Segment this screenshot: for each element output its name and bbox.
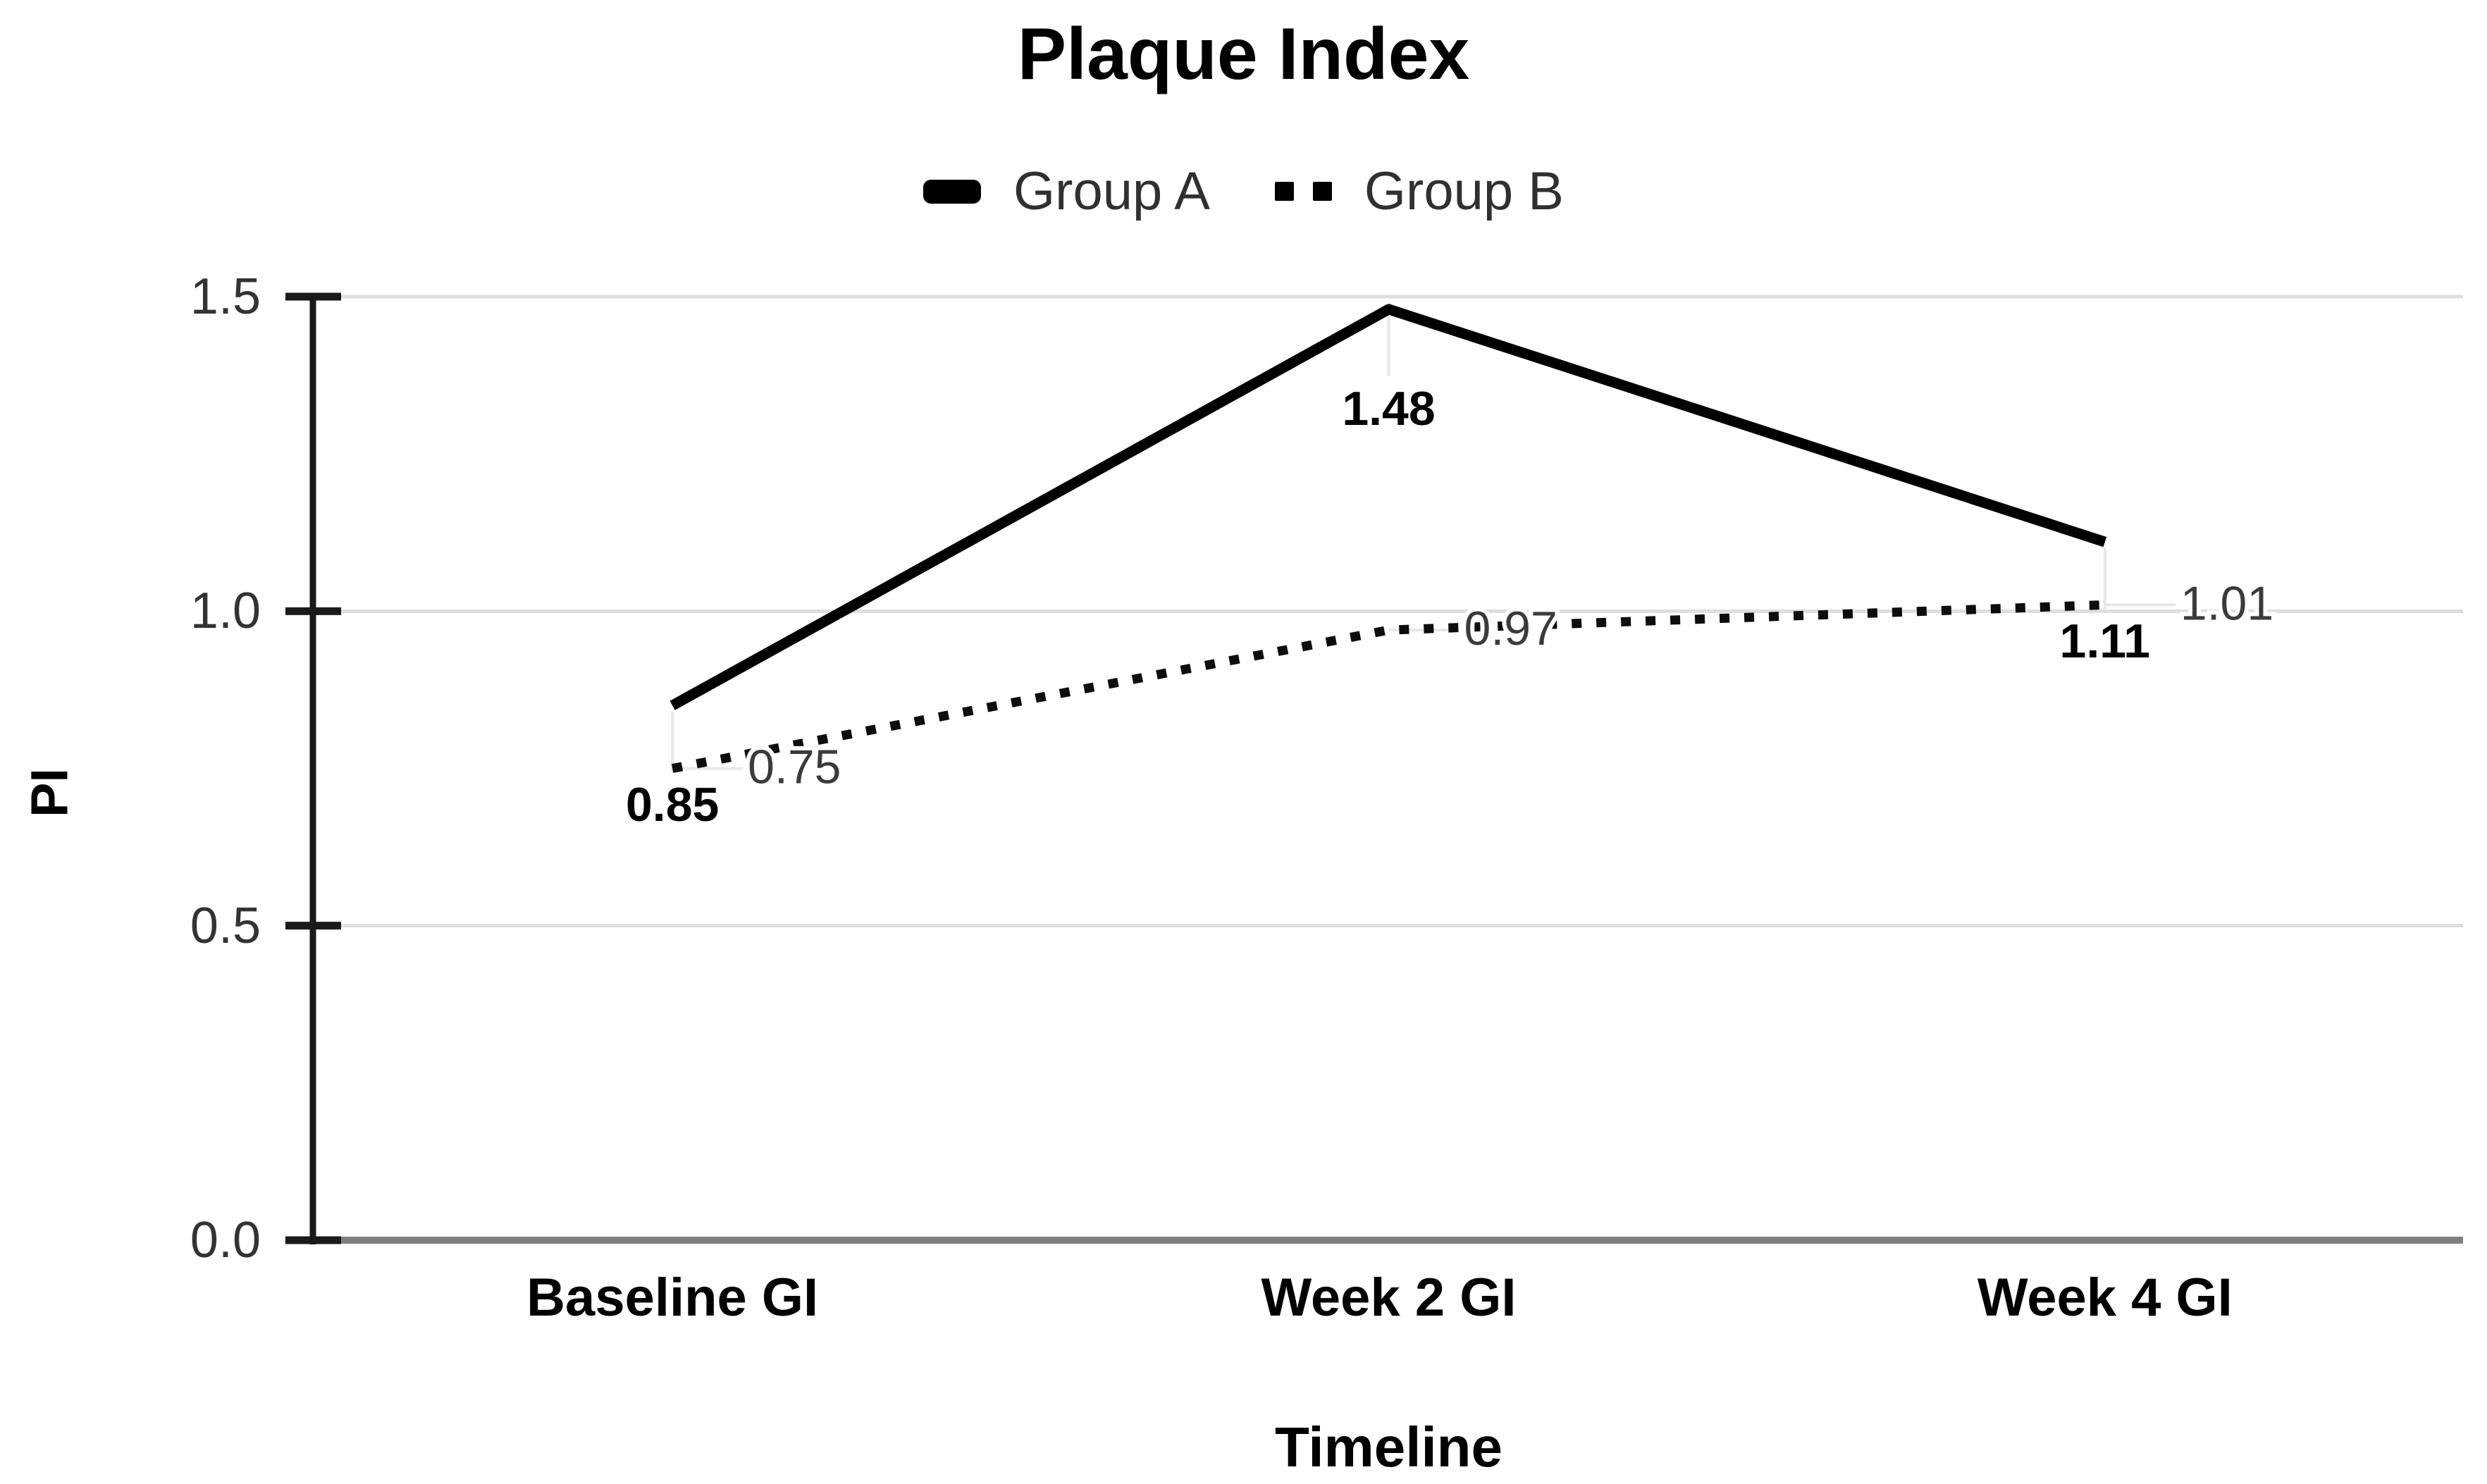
data-label-group-b: 0.75 bbox=[748, 741, 841, 794]
category-label: Week 2 GI bbox=[1261, 1268, 1517, 1328]
dotted-line-swatch-icon bbox=[1274, 181, 1332, 201]
legend-item-group-a[interactable]: Group A bbox=[923, 161, 1210, 222]
data-label-group-b: 1.01 bbox=[2180, 576, 2273, 630]
legend: Group A Group B bbox=[0, 161, 2487, 222]
chart-title: Plaque Index bbox=[1017, 13, 1470, 95]
data-label-group-b: 0.97 bbox=[1464, 602, 1557, 655]
y-tick-label: 0.5 bbox=[190, 897, 261, 954]
category-label: Week 4 GI bbox=[1977, 1268, 2233, 1328]
y-tick-label: 1.0 bbox=[190, 583, 261, 640]
series-group-a-line[interactable] bbox=[669, 304, 2107, 710]
data-label-group-a: 1.11 bbox=[2060, 614, 2151, 668]
y-tick-label: 1.5 bbox=[190, 268, 261, 325]
legend-item-group-b[interactable]: Group B bbox=[1274, 161, 1564, 222]
data-label-group-a: 0.85 bbox=[626, 778, 719, 831]
solid-line-swatch-icon bbox=[923, 179, 982, 204]
x-axis-title: Timeline bbox=[1274, 1416, 1503, 1478]
legend-label-group-a: Group A bbox=[1013, 161, 1210, 221]
y-tick-label: 0.0 bbox=[190, 1212, 261, 1268]
category-label: Baseline GI bbox=[526, 1268, 819, 1328]
data-label-group-a: 1.48 bbox=[1342, 382, 1435, 435]
legend-label-group-b: Group B bbox=[1364, 161, 1564, 221]
